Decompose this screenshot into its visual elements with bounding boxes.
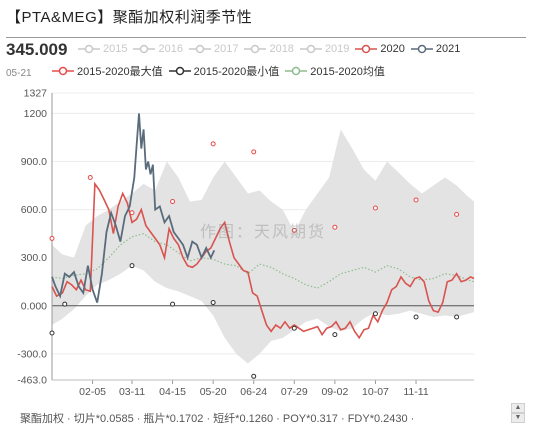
x-tick-label: 03-11: [119, 386, 145, 398]
legend-label: 2015-2020最大值: [77, 66, 163, 78]
max-point: [372, 205, 378, 211]
legend-item[interactable]: 2015-2020最小值: [168, 63, 280, 79]
y-tick-label: 900.0: [21, 156, 47, 168]
range-band: [52, 129, 474, 364]
x-tick-label: 07-29: [281, 386, 308, 398]
min-point: [413, 314, 419, 320]
max-point: [332, 224, 338, 230]
x-tick-label: 02-05: [79, 386, 106, 398]
x-tick-label: 09-02: [321, 386, 348, 398]
x-tick-label: 04-15: [159, 386, 186, 398]
series-2021-line: [51, 113, 216, 303]
legend-marker-icon: [285, 66, 308, 76]
legend-item[interactable]: 2015-2020均值: [285, 63, 385, 79]
max-point: [291, 227, 297, 233]
legend-item[interactable]: 2020: [355, 43, 405, 55]
max-point: [454, 211, 460, 217]
y-tick-label: 300.0: [21, 252, 47, 264]
max-point: [413, 197, 419, 203]
legend-item[interactable]: 2015-2020最大值: [52, 63, 163, 79]
min-point: [251, 373, 257, 379]
legend-stats: 2015-2020最大值 2015-2020最小值 2015-2020均值: [52, 63, 391, 79]
watermark-text: 作图：天风期货: [200, 224, 327, 241]
legend-marker-icon: [133, 44, 156, 54]
title-divider: [6, 37, 526, 38]
max-point: [251, 149, 257, 155]
legend-marker-icon: [78, 44, 100, 54]
legend-marker-icon: [52, 66, 74, 76]
legend-marker-icon: [299, 44, 322, 54]
x-tick-label: 05-20: [200, 386, 227, 398]
legend-label: 2015-2020均值: [310, 66, 385, 78]
x-tick-label: 10-07: [362, 386, 389, 398]
legend-item[interactable]: 2016: [133, 43, 183, 55]
max-point: [87, 174, 93, 180]
legend-marker-icon: [410, 44, 433, 54]
max-point: [210, 141, 216, 147]
legend-label: 2015-2020最小值: [193, 66, 280, 78]
legend-marker-icon: [355, 44, 378, 54]
x-tick-label: 11-11: [403, 386, 428, 398]
scroll-down-button[interactable]: ▼: [511, 413, 525, 423]
legend-label: 2016: [158, 43, 183, 55]
legend-label: 2021: [435, 43, 461, 55]
min-point: [62, 301, 68, 307]
current-date: 05-21: [6, 68, 32, 79]
max-point: [170, 199, 176, 205]
series-2020-line: [51, 181, 475, 340]
legend-label: 2015: [103, 43, 128, 55]
legend-marker-icon: [188, 44, 211, 54]
max-point: [49, 235, 55, 241]
min-point: [129, 263, 135, 269]
y-tick-label: 1327: [24, 88, 48, 100]
footer-text: 聚酯加权 · 切片*0.0585 · 瓶片*0.1702 · 短纤*0.1260…: [20, 413, 415, 425]
legend-marker-icon: [244, 44, 267, 54]
x-tick-label: 06-24: [240, 386, 267, 398]
legend-years: 2015 2016 2017 2018 2019 2020 2021: [78, 43, 466, 57]
y-tick-label: 600.0: [21, 204, 47, 216]
legend-item[interactable]: 2017: [188, 43, 239, 55]
y-tick-label: 0.000: [21, 300, 47, 312]
min-point: [210, 300, 216, 306]
y-tick-label: -300.0: [17, 348, 47, 360]
chart-title: 【PTA&MEG】聚酯加权利润季节性: [6, 9, 253, 26]
legend-label: 2020: [380, 43, 405, 55]
y-tick-label: -463.0: [17, 375, 47, 387]
legend-item[interactable]: 2018: [244, 43, 294, 55]
min-point: [291, 325, 297, 331]
legend-item[interactable]: 2019: [299, 43, 350, 55]
max-point: [129, 210, 135, 216]
current-value: 345.009: [6, 40, 68, 59]
y-tick-label: 1200: [24, 108, 48, 120]
legend-label: 2018: [269, 43, 294, 55]
legend-label: 2017: [213, 43, 239, 55]
min-point: [372, 311, 378, 317]
min-point: [332, 332, 338, 338]
scroll-up-button[interactable]: ▲: [511, 403, 525, 413]
legend-item[interactable]: 2021: [410, 43, 461, 55]
min-point: [49, 330, 55, 336]
min-point: [454, 314, 460, 320]
legend-item[interactable]: 2015: [78, 43, 127, 55]
min-point: [170, 301, 176, 307]
legend-marker-icon: [168, 66, 191, 76]
legend-label: 2019: [324, 43, 350, 55]
